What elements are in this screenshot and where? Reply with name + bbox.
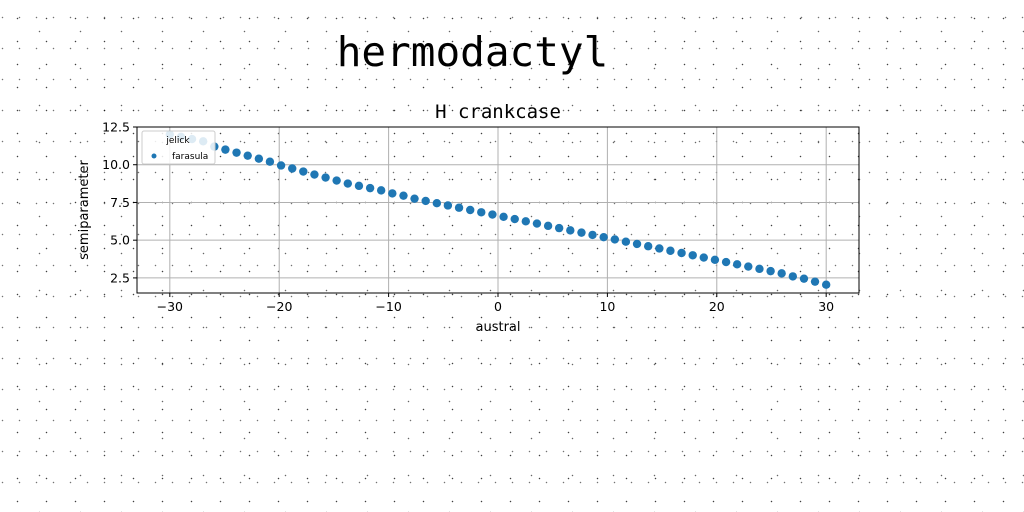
data-point	[421, 196, 430, 206]
data-point	[399, 191, 408, 200]
y-tick-label: 5.0	[110, 233, 130, 248]
data-point	[288, 164, 297, 173]
data-point	[521, 217, 530, 226]
data-point	[299, 167, 308, 176]
data-point	[732, 260, 742, 269]
legend-box	[141, 130, 216, 165]
data-point	[755, 264, 764, 274]
data-point	[821, 280, 831, 289]
data-point	[365, 183, 375, 193]
data-point	[777, 269, 786, 278]
legend-label-farasula: farasula	[172, 152, 208, 162]
data-point	[532, 219, 542, 228]
data-point	[666, 246, 675, 255]
x-tick-label: 20	[709, 299, 725, 314]
data-point	[321, 173, 330, 182]
data-point	[621, 237, 631, 246]
data-point	[599, 232, 608, 242]
data-point	[577, 228, 586, 237]
axis-ticks: −30 −20 −10 0 10 20 30 2.5 5.0 7.5 10.0 12.5	[102, 120, 834, 315]
data-point	[543, 221, 553, 231]
data-point	[276, 161, 286, 170]
data-point	[410, 194, 419, 203]
data-point	[699, 253, 708, 262]
data-point	[766, 266, 775, 276]
y-tick-label: 2.5	[110, 270, 130, 285]
data-point	[376, 186, 386, 195]
data-point	[388, 189, 397, 198]
legend-title: jelick	[165, 136, 190, 146]
data-point	[243, 151, 252, 160]
data-point	[744, 262, 753, 271]
data-point	[221, 145, 230, 154]
data-point	[332, 176, 341, 185]
y-tick-label: 12.5	[102, 120, 130, 135]
y-tick-label: 7.5	[110, 195, 130, 210]
data-point	[432, 199, 442, 208]
x-tick-label: 10	[599, 299, 615, 314]
chart-title: H crankcase	[435, 101, 561, 123]
data-point	[265, 157, 275, 166]
figure-suptitle: hermodactyl	[336, 28, 609, 76]
data-point	[466, 205, 475, 215]
data-point	[643, 242, 653, 251]
data-point	[477, 208, 486, 217]
data-point	[677, 248, 686, 258]
data-point	[343, 179, 353, 188]
y-axis-label: semiparameter	[77, 160, 92, 260]
x-tick-label: 30	[818, 299, 834, 314]
data-point	[688, 251, 697, 260]
data-point	[310, 170, 319, 179]
data-point	[632, 239, 642, 249]
data-point	[488, 210, 497, 219]
legend: jelick farasula	[141, 130, 216, 165]
data-points	[165, 130, 831, 289]
data-point	[510, 214, 519, 224]
data-point	[721, 257, 731, 267]
data-point	[254, 154, 264, 163]
data-point	[499, 212, 508, 221]
data-point	[610, 235, 620, 244]
data-point	[443, 201, 453, 210]
data-point	[810, 277, 820, 286]
x-tick-label: −30	[157, 299, 183, 314]
legend-marker-farasula	[151, 153, 157, 159]
data-point	[799, 274, 809, 283]
data-point	[566, 226, 575, 235]
x-tick-label: −20	[266, 299, 292, 314]
data-point	[788, 272, 798, 281]
y-tick-label: 10.0	[102, 157, 130, 172]
x-axis-label: austral	[476, 320, 521, 335]
data-point	[655, 244, 664, 253]
data-point	[554, 223, 564, 233]
data-point	[354, 181, 364, 191]
data-point	[232, 148, 241, 157]
data-point	[454, 203, 464, 212]
data-point	[710, 255, 720, 264]
x-tick-label: −10	[375, 299, 401, 314]
data-point	[588, 230, 597, 240]
x-tick-label: 0	[494, 299, 502, 314]
